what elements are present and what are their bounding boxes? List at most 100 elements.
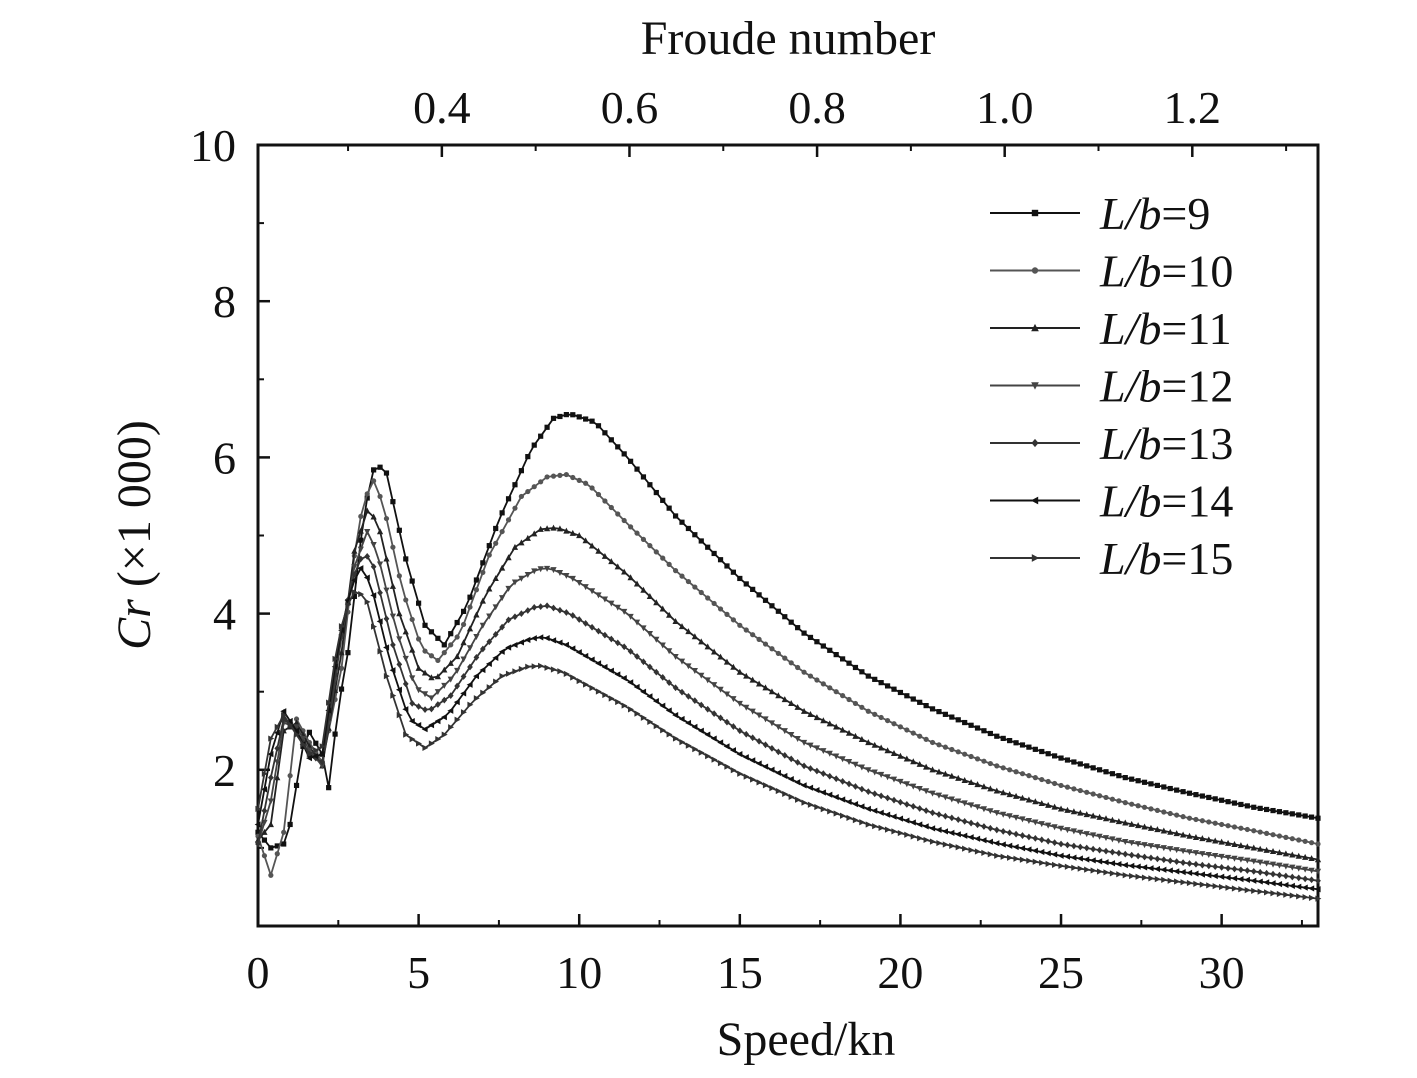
data-point [480,560,486,566]
data-point [749,757,756,764]
data-point [1302,893,1309,901]
data-point [614,671,621,678]
data-point [1289,892,1296,899]
data-point [909,819,916,826]
data-point [357,546,364,553]
data-point [1135,803,1141,809]
data-point [634,466,640,472]
data-point [582,652,589,660]
data-point [827,647,833,653]
data-point [274,843,280,849]
data-point [485,660,492,668]
data-point [878,680,884,686]
data-point [518,610,525,617]
data-point [1064,784,1071,790]
legend-marker [1031,382,1039,390]
data-point [1141,853,1148,861]
data-point [737,622,743,628]
data-point [910,803,917,810]
data-point [781,772,788,780]
y-axis-label-symbol: Cr [108,599,161,650]
data-point [306,751,313,758]
data-point [402,655,409,662]
data-point [1224,839,1232,846]
data-point [1167,828,1174,835]
data-point [1206,819,1212,825]
data-point [1199,851,1206,858]
data-point [1083,856,1090,863]
data-point [576,579,583,586]
data-point [601,552,609,559]
data-point [326,699,333,706]
data-point [833,723,840,730]
data-point [1096,767,1103,773]
data-point [1308,894,1315,902]
data-point [312,753,319,760]
data-point [832,794,839,801]
data-point [1135,873,1142,880]
data-point [1103,769,1109,775]
data-point [698,589,704,596]
data-point [563,609,570,616]
data-point [948,796,955,803]
data-point [460,639,467,646]
data-point [1161,876,1168,884]
data-point [550,604,557,612]
data-point [730,696,737,703]
data-point [1039,776,1045,783]
data-point [1109,816,1116,823]
data-point [409,675,416,682]
data-point [1289,873,1296,881]
data-point [1244,843,1251,850]
data-point [723,658,731,665]
data-point [666,731,673,738]
data-point [1243,876,1250,884]
data-point [1096,813,1103,820]
data-point [370,592,377,599]
data-point [563,572,570,579]
data-point [1122,819,1129,826]
data-point [1205,872,1212,879]
legend-marker [1031,209,1039,217]
data-point [923,763,930,770]
data-point [557,413,563,420]
data-point [1186,879,1193,887]
data-point [1224,854,1232,861]
data-point [948,829,955,836]
data-point [538,433,544,439]
data-point [968,753,974,760]
series-l-b-12 [254,528,1322,875]
data-point [1134,863,1141,870]
data-point [839,756,846,763]
data-point [1186,815,1193,821]
data-point [1264,830,1270,836]
data-point [254,821,261,828]
data-point [1244,867,1251,874]
data-point [672,568,679,574]
data-point [705,595,711,601]
data-point [878,792,885,800]
legend-entry: L/b=10 [990,246,1233,297]
data-point [460,656,467,663]
data-point [1212,837,1219,844]
data-point [595,547,602,554]
legend-entry: L/b=12 [990,361,1233,412]
data-point [473,577,480,583]
data-point [1225,799,1231,805]
data-point [1096,833,1103,840]
data-point [685,742,692,749]
data-point [929,838,936,845]
data-point [563,670,570,678]
x-tick-label: 0 [247,947,270,998]
data-point [743,627,749,633]
data-point [499,510,505,516]
data-point [608,635,615,643]
data-point [300,741,307,748]
data-point [575,649,582,656]
data-point [602,498,608,504]
data-point [750,632,756,638]
data-point [852,761,859,768]
data-point [910,833,917,840]
data-point [827,685,833,691]
data-point [1122,800,1128,806]
